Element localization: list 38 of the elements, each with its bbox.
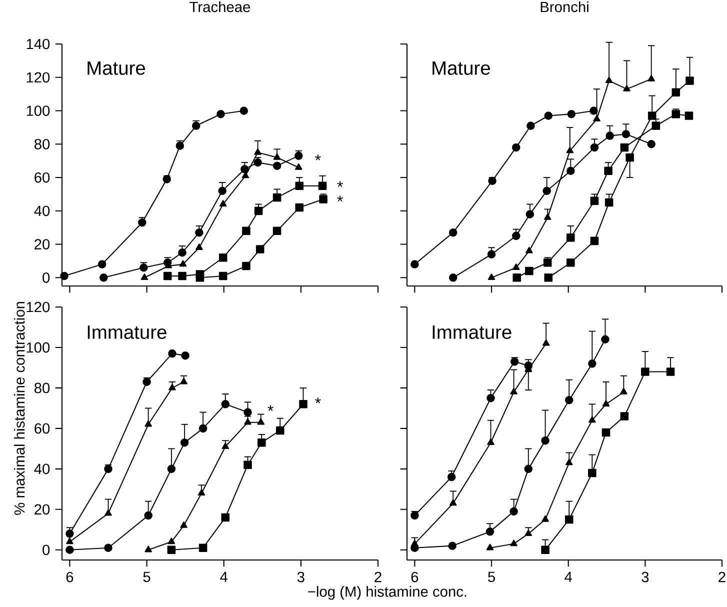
y-tick-label: 100 — [26, 342, 50, 353]
x-tick-label: 4 — [564, 572, 572, 582]
y-tick-label: 120 — [26, 72, 50, 83]
y-tick-label: 80 — [34, 138, 50, 150]
x-tick-label: 2 — [374, 572, 382, 582]
y-tick-label: 60 — [34, 423, 50, 434]
y-tick-label: 0 — [42, 544, 50, 556]
y-axis-title: % maximal histamine contraction — [14, 302, 25, 515]
annotation: * — [315, 154, 321, 160]
x-tick-label: 4 — [220, 572, 228, 582]
y-tick-label: 140 — [26, 38, 50, 50]
annotation: * — [337, 181, 343, 187]
x-tick-label: 3 — [297, 572, 304, 582]
y-tick-label: 100 — [26, 106, 50, 116]
x-axis-title: −log (M) histamine conc. — [308, 586, 466, 600]
y-tick-label: 20 — [34, 239, 50, 250]
chart-title: Tracheae — [190, 1, 250, 12]
annotation: * — [268, 405, 274, 411]
y-tick-label: 40 — [34, 206, 50, 216]
y-tick-label: 120 — [26, 302, 50, 312]
y-tick-label: 60 — [34, 172, 50, 183]
annotation: Immature — [432, 326, 512, 339]
y-tick-label: 40 — [34, 464, 50, 474]
x-tick-label: 2 — [718, 572, 726, 582]
annotation: Mature — [432, 61, 490, 75]
x-tick-label: 6 — [411, 572, 418, 582]
annotation: Immature — [88, 326, 166, 339]
y-tick-label: 20 — [34, 504, 50, 515]
x-tick-label: 5 — [143, 572, 150, 582]
x-tick-label: 5 — [488, 572, 495, 582]
y-tick-label: 0 — [42, 272, 50, 283]
annotation: * — [337, 196, 343, 202]
x-tick-label: 3 — [642, 572, 649, 582]
y-tick-label: 80 — [34, 382, 50, 394]
annotation: * — [315, 398, 321, 404]
annotation: Mature — [88, 61, 146, 75]
x-tick-label: 6 — [66, 572, 74, 582]
chart-title: Bronchi — [540, 1, 588, 12]
